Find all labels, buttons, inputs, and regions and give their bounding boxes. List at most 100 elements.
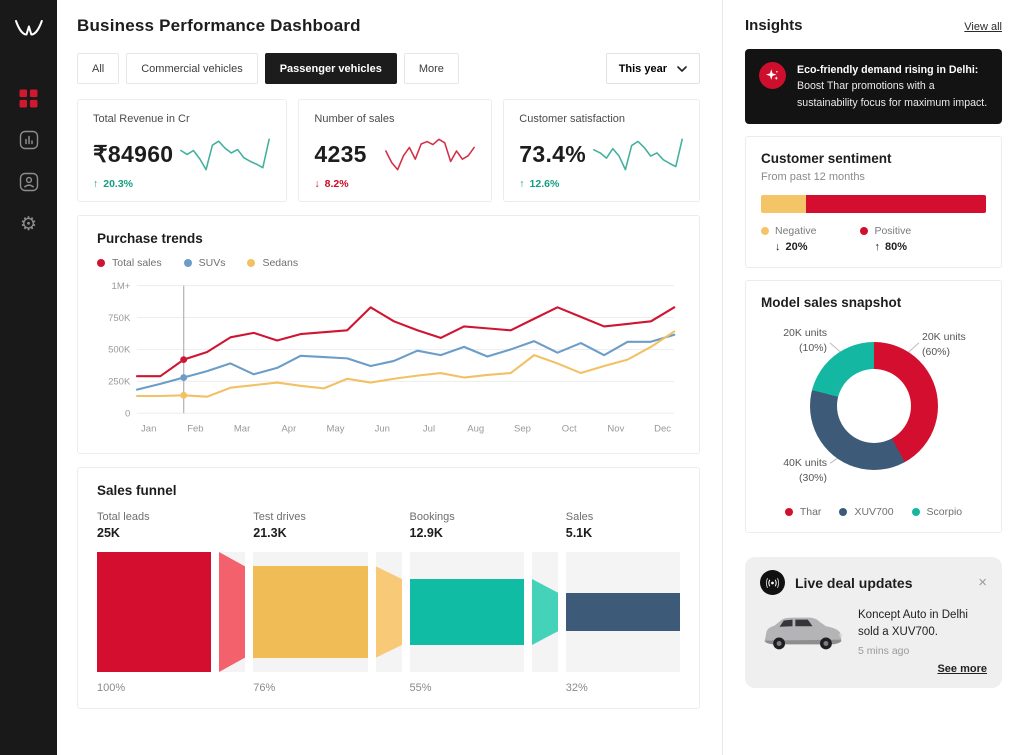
svg-text:750K: 750K: [108, 313, 131, 324]
person-icon: [19, 172, 38, 192]
funnel-bar-total-leads[interactable]: [97, 552, 212, 672]
svg-text:250K: 250K: [108, 377, 131, 388]
live-deal-time: 5 mins ago: [858, 644, 910, 657]
sentiment-legend: Negative ↓ 20% Positive ↑ 80%: [761, 225, 986, 255]
funnel-chart: [97, 552, 680, 672]
svg-text:Oct: Oct: [562, 423, 577, 434]
svg-text:Apr: Apr: [281, 423, 297, 434]
arrow-down-icon: ↓: [314, 178, 320, 190]
legend-dot: [247, 259, 256, 267]
live-broadcast-icon: [760, 570, 785, 596]
kpi-value: 4235: [314, 140, 367, 167]
insights-title: Insights: [745, 17, 803, 34]
purchase-trends-chart: 1M+ 750K 500K 250K 0 Jan Feb Mar Apr May Jun Jul Aug…: [108, 281, 676, 434]
funnel-pct-total-leads: 100%: [97, 682, 126, 694]
cursor-marker-sedans: [180, 391, 188, 399]
ai-insight-highlight: Eco-friendly demand rising in Delhi:: [797, 64, 979, 76]
kpi-cards: Total Revenue in Cr ₹84960 ↑ 20.3% Number of…: [77, 99, 700, 202]
ai-insight-card[interactable]: Eco-friendly demand rising in Delhi: Boo…: [745, 49, 1002, 125]
tab-all[interactable]: All: [77, 53, 120, 84]
donut-legend-scorpio[interactable]: Scorpio: [911, 506, 962, 518]
live-updates-title: Live deal updates: [795, 574, 913, 591]
apps-grid-icon: [19, 89, 38, 107]
funnel-percent-row: 100% 76% 55% 32%: [97, 672, 680, 698]
filter-tabs: All Commercial vehicles Passenger vehicles…: [77, 53, 459, 84]
svg-text:Feb: Feb: [187, 423, 203, 434]
close-icon[interactable]: ×: [978, 574, 987, 592]
kpi-label: Customer satisfaction: [519, 113, 626, 125]
sidebar-item-analytics[interactable]: [16, 127, 42, 153]
funnel-connector: [219, 552, 246, 672]
tab-commercial-vehicles[interactable]: Commercial vehicles: [126, 53, 258, 84]
see-more-link[interactable]: See more: [937, 663, 987, 676]
legend-item-total-sales[interactable]: Total sales: [97, 257, 162, 269]
kpi-delta: ↑ 12.6%: [519, 178, 560, 190]
kpi-sparkline: [593, 138, 683, 171]
donut-legend-xuv700[interactable]: XUV700: [839, 506, 894, 518]
insights-panel: Insights View all Eco-friendly demand ri…: [722, 0, 1024, 755]
gear-icon: ⚙: [19, 213, 38, 235]
live-deal-updates-card: Live deal updates × Koncept Auto in Delh…: [745, 557, 1002, 689]
funnel-stage-header-test-drives: Test drives 21.3K: [253, 511, 306, 540]
svg-text:Dec: Dec: [654, 423, 671, 434]
sidebar-item-contacts[interactable]: [16, 169, 42, 195]
mahindra-logo[interactable]: [13, 18, 45, 45]
ai-sparkle-icon: [759, 62, 786, 89]
legend-dot: [97, 259, 105, 267]
ai-insight-body: Boost Thar promotions with a sustainabil…: [797, 80, 988, 109]
kpi-card-number-of-sales: Number of sales 4235 ↓ 8.2%: [298, 99, 493, 202]
live-deal-message: Koncept Auto in Delhi sold a XUV700.: [858, 609, 968, 639]
kpi-card-total-revenue-in-cr: Total Revenue in Cr ₹84960 ↑ 20.3%: [77, 99, 288, 202]
cursor-marker-total-sales: [180, 356, 188, 364]
donut-chart-area: 20K units (10%) 20K units (60%) 40K unit…: [761, 318, 986, 502]
kpi-value: ₹84960: [93, 140, 174, 167]
sidebar-item-settings[interactable]: ⚙: [16, 211, 42, 237]
series-line-suvs: [135, 333, 676, 391]
svg-text:Aug: Aug: [467, 423, 484, 434]
svg-text:0: 0: [125, 409, 130, 420]
legend-item-sedans[interactable]: Sedans: [247, 257, 298, 269]
svg-text:1M+: 1M+: [112, 281, 131, 292]
filter-toolbar: All Commercial vehicles Passenger vehicles…: [77, 53, 700, 84]
tab-passenger-vehicles[interactable]: Passenger vehicles: [264, 53, 397, 84]
donut-label-xuv700: 40K units (30%): [783, 457, 827, 485]
sales-funnel-card: Sales funnel Total leads 25K Test drives 21…: [77, 467, 700, 709]
ai-insight-text: Eco-friendly demand rising in Delhi: Boo…: [797, 62, 988, 111]
funnel-bar-test-drives[interactable]: [253, 552, 368, 672]
donut-chart: [809, 342, 938, 471]
mahindra-logo-icon: [14, 20, 43, 36]
funnel-pct-bookings: 55%: [409, 682, 432, 694]
kpi-card-customer-satisfaction: Customer satisfaction 73.4% ↑ 12.6%: [503, 99, 700, 202]
svg-text:Jan: Jan: [141, 423, 156, 434]
legend-item-suvs[interactable]: SUVs: [183, 257, 225, 269]
legend-label: Sedans: [262, 257, 299, 269]
kpi-value: 73.4%: [519, 140, 586, 167]
tab-more[interactable]: More: [403, 53, 459, 84]
sentiment-title: Customer sentiment: [761, 151, 892, 167]
arrow-up-icon: ↑: [519, 178, 525, 190]
sidebar-item-dashboard[interactable]: [16, 85, 42, 111]
customer-sentiment-card: Customer sentiment From past 12 months N…: [745, 136, 1002, 269]
legend-label: Total sales: [112, 257, 162, 269]
model-sales-title: Model sales snapshot: [761, 295, 902, 311]
kpi-label: Total Revenue in Cr: [93, 113, 190, 125]
main-content: Business Performance Dashboard All Commer…: [57, 0, 722, 755]
kpi-label: Number of sales: [314, 113, 395, 125]
car-image: [764, 617, 843, 650]
sidebar-nav: ⚙: [16, 85, 42, 237]
kpi-sparkline: [180, 138, 271, 171]
sentiment-subtitle: From past 12 months: [761, 171, 865, 184]
donut-legend-thar[interactable]: Thar: [784, 506, 821, 518]
page-title: Business Performance Dashboard: [77, 16, 361, 35]
kpi-sparkline: [385, 138, 476, 171]
sentiment-segment-negative: [761, 195, 806, 214]
period-dropdown[interactable]: This year: [605, 53, 700, 84]
funnel-bar-bookings[interactable]: [409, 552, 524, 672]
view-all-link[interactable]: View all: [964, 21, 1002, 33]
funnel-pct-sales: 32%: [565, 682, 588, 694]
series-line-sedans: [135, 330, 676, 398]
donut-legend: Thar XUV700 Scorpio: [761, 506, 986, 520]
sentiment-segment-positive: [806, 195, 986, 214]
funnel-bar-sales[interactable]: [565, 552, 680, 672]
